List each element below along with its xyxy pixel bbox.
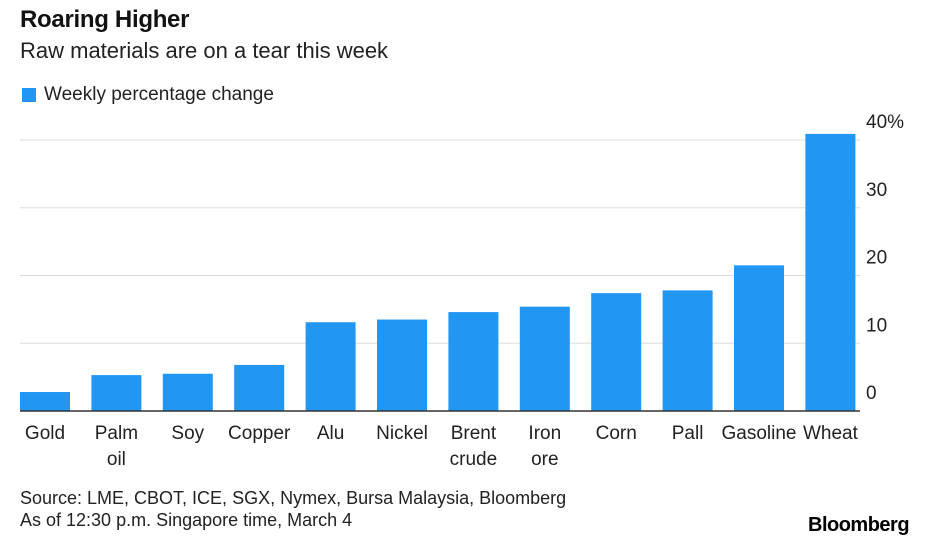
- x-tick-label: Nickel: [376, 423, 428, 444]
- bar: [234, 364, 285, 411]
- x-tick-label: Wheat: [803, 423, 859, 444]
- x-tick-label: Corn: [596, 423, 637, 444]
- chart-footer: Source: LME, CBOT, ICE, SGX, Nymex, Burs…: [20, 487, 566, 531]
- x-tick-label: Pall: [672, 423, 704, 444]
- bar: [734, 265, 784, 411]
- bar: [20, 392, 70, 411]
- x-tick-label: Soy: [171, 423, 204, 444]
- x-tick-label: Gold: [25, 423, 65, 444]
- bar: [305, 322, 356, 411]
- y-tick-label: 10: [866, 315, 887, 336]
- y-tick-label: 40%: [866, 112, 904, 133]
- x-tick-label: Brent: [451, 423, 497, 444]
- bar: [662, 290, 713, 411]
- source-note: Source: LME, CBOT, ICE, SGX, Nymex, Burs…: [20, 488, 567, 508]
- x-tick-label: oil: [107, 449, 126, 470]
- y-tick-label: 0: [866, 383, 877, 404]
- y-tick-label: 20: [866, 248, 887, 269]
- chart-legend: Weekly percentage change: [22, 84, 274, 106]
- bar: [805, 133, 856, 411]
- x-tick-label: Alu: [317, 423, 344, 444]
- bloomberg-logo: Bloomberg: [808, 514, 910, 536]
- chart-title: Roaring Higher: [20, 6, 190, 33]
- bar: [377, 319, 427, 411]
- bar: [591, 293, 642, 411]
- x-tick-label: crude: [450, 449, 498, 470]
- bar: [162, 373, 213, 411]
- bar: [448, 312, 499, 411]
- bar: [519, 306, 570, 411]
- x-tick-label: Copper: [228, 423, 291, 444]
- x-tick-label: ore: [531, 449, 558, 470]
- chart-subtitle: Raw materials are on a tear this week: [20, 38, 389, 63]
- x-tick-label: Palm: [95, 423, 138, 444]
- x-tick-label: Gasoline: [722, 423, 797, 444]
- legend-swatch: [22, 88, 36, 102]
- y-tick-label: 30: [866, 180, 887, 201]
- timestamp-note: As of 12:30 p.m. Singapore time, March 4: [20, 510, 353, 530]
- legend-label: Weekly percentage change: [44, 84, 274, 105]
- x-tick-label: Iron: [528, 423, 561, 444]
- bar-chart: 0 10 20 30 40% Gold Palm oil Soy Copper Alu Nickel B…: [20, 112, 904, 470]
- bar: [91, 375, 142, 411]
